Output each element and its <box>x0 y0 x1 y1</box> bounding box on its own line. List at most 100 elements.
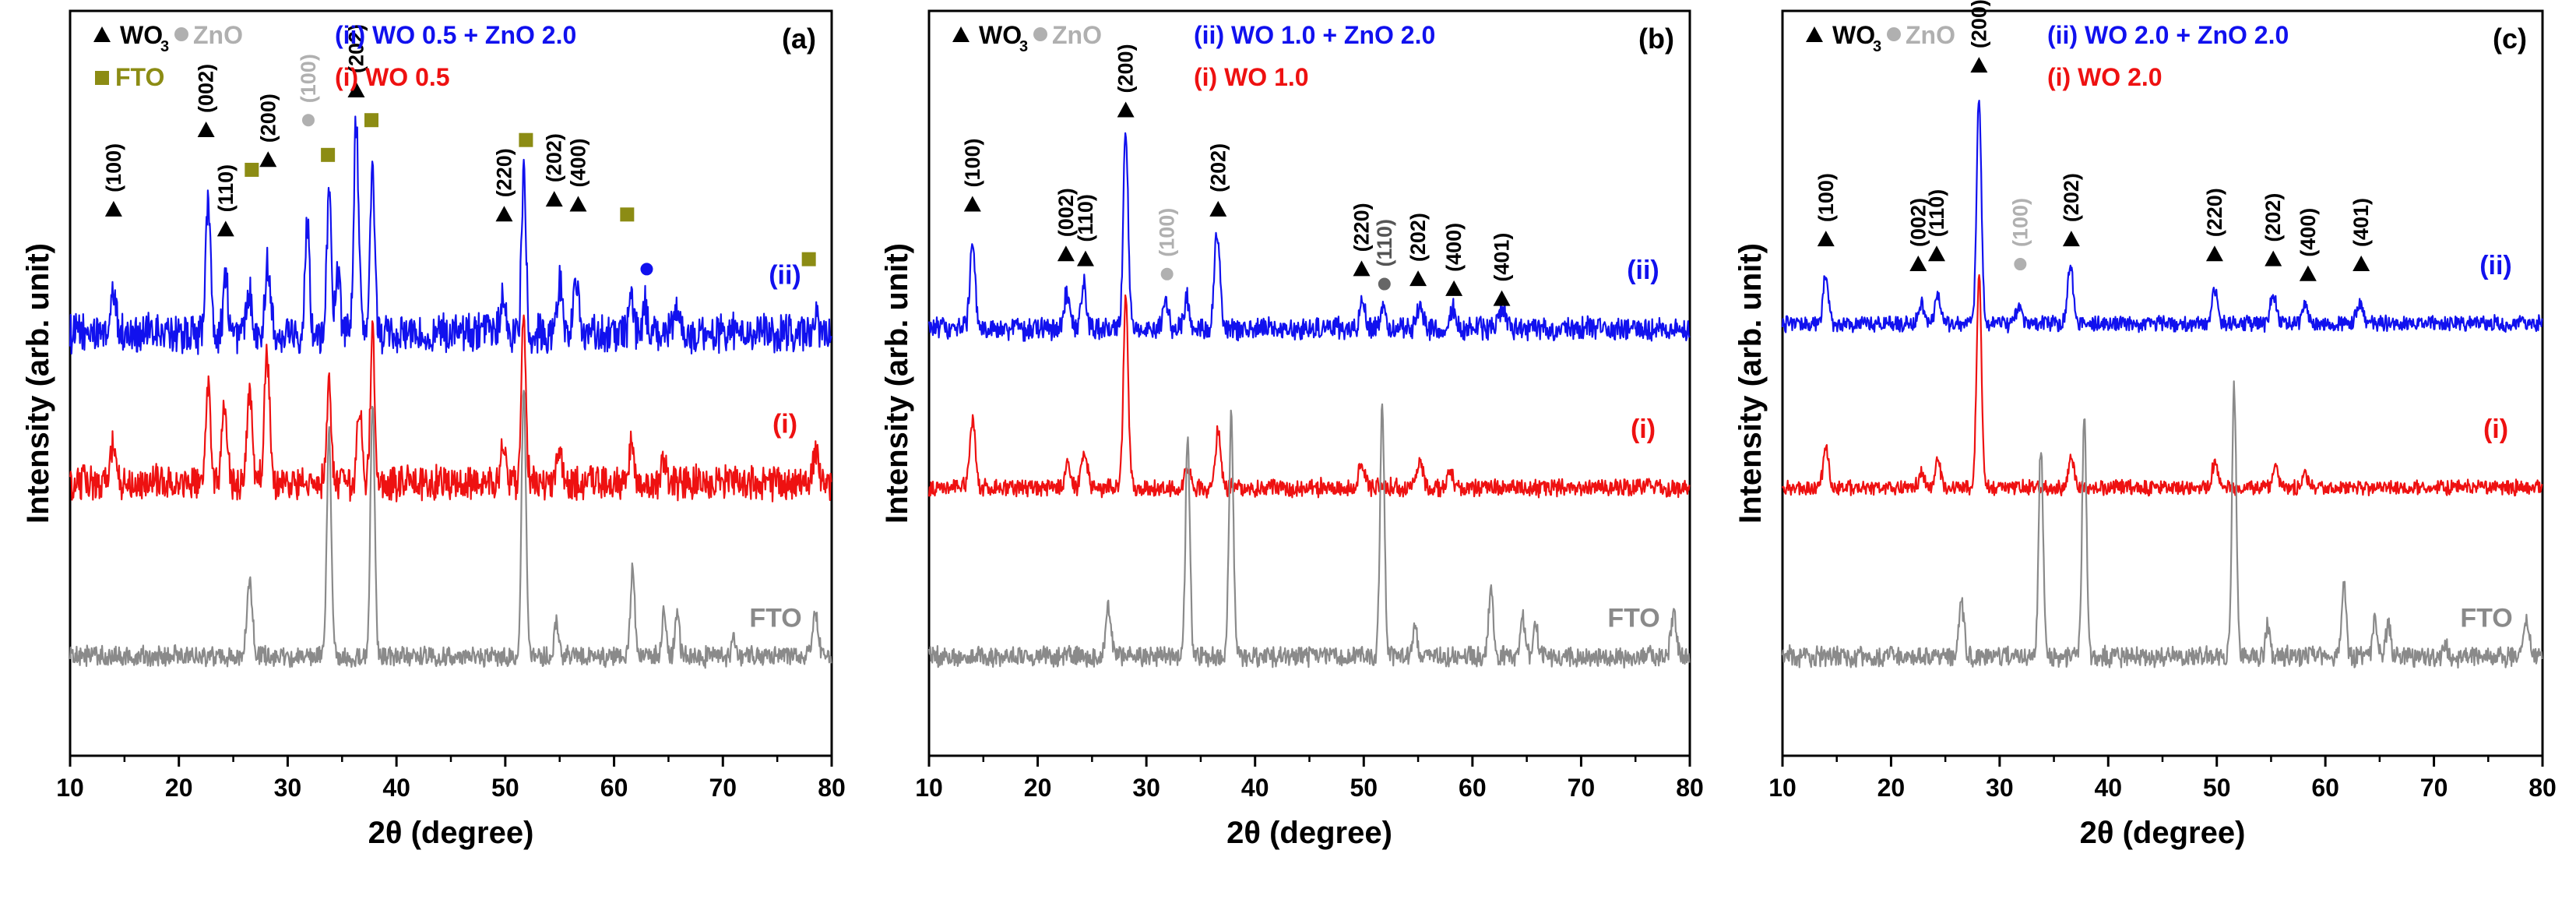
series-line-fto <box>1781 380 2543 669</box>
legend-wo3-subscript: 3 <box>1873 38 1881 55</box>
miller-index-label: (202) <box>344 24 368 73</box>
x-axis-label: 2θ (degree) <box>1226 816 1392 850</box>
x-axis-label: 2θ (degree) <box>2080 816 2246 850</box>
plot-frame <box>1781 9 2544 757</box>
x-tick-label: 70 <box>1568 774 1596 802</box>
x-tick-label: 40 <box>382 774 410 802</box>
wo3-triangle-marker <box>1409 270 1427 287</box>
wo3-triangle-marker <box>2353 256 2370 272</box>
zno-circle-marker <box>1160 267 1174 280</box>
wo3-triangle-marker <box>197 121 215 137</box>
legend-fto-square <box>95 71 109 85</box>
wo3-triangle-marker <box>495 206 513 222</box>
legend: WO3 ZnO FTO (ii) WO 0.5 + ZnO 2.0 (i) WO 0.5 <box>93 21 576 91</box>
x-tick-label: 50 <box>1350 774 1378 802</box>
plot-frame <box>69 9 833 757</box>
miller-index-label: (202) <box>543 133 566 182</box>
series-line-ii <box>69 115 832 355</box>
x-tick-label: 70 <box>709 774 737 802</box>
legend-series-ii: (ii) WO 2.0 + ZnO 2.0 <box>2047 21 2289 49</box>
wo3-triangle-marker <box>1117 101 1135 118</box>
x-tick-label: 20 <box>1024 774 1052 802</box>
miller-index-label: (002) <box>195 64 218 113</box>
miller-index-label: (002) <box>1906 198 1930 247</box>
legend-wo3-triangle <box>952 26 970 42</box>
miller-index-label: (401) <box>2349 198 2373 247</box>
panel-b: 10 20 30 40 50 60 70 80 2θ (degree) Intensity (ar… <box>880 9 1704 850</box>
x-tick-label: 10 <box>915 774 943 802</box>
miller-index-label: (110) <box>1925 189 1948 238</box>
x-tick-label: 20 <box>1877 774 1906 802</box>
legend-zno-circle <box>1033 27 1047 41</box>
miller-index-label: (110) <box>214 164 238 213</box>
y-axis-label: Intensity (arb. unit) <box>21 243 55 524</box>
series-line-ii <box>927 132 1691 342</box>
wo3-triangle-marker <box>1493 290 1511 306</box>
legend-wo3-triangle <box>93 26 111 42</box>
miller-index-label: (220) <box>2203 188 2226 237</box>
wo3-triangle-marker <box>963 196 981 212</box>
fto-square-marker <box>620 207 635 222</box>
fto-square-marker <box>519 132 533 147</box>
legend-zno-circle <box>174 27 188 41</box>
legend: WO3 ZnO (ii) WO 1.0 + ZnO 2.0 (i) WO 1.0 <box>952 21 1435 91</box>
series-label-ii: (ii) <box>769 261 801 291</box>
wo3-triangle-marker <box>2299 265 2317 281</box>
series-line-i <box>927 294 1691 499</box>
series-label-i: (i) <box>1631 414 1656 444</box>
miller-index-label: (202) <box>1206 143 1230 192</box>
legend-zno-label: ZnO <box>1906 21 1955 49</box>
miller-index-label: (200) <box>1114 44 1138 93</box>
miller-index-label: (400) <box>566 139 589 188</box>
x-tick-label: 70 <box>2420 774 2448 802</box>
series-line-ii <box>1781 100 2543 333</box>
wo3-triangle-marker <box>1970 57 1988 73</box>
miller-index-label: (100) <box>961 139 984 188</box>
miller-index-label: (400) <box>1442 223 1466 272</box>
miller-index-label: (100) <box>297 54 320 103</box>
series-label-fto: FTO <box>1607 603 1659 633</box>
wo3-triangle-marker <box>2062 231 2080 247</box>
wo3-triangle-marker <box>347 81 365 97</box>
x-tick-label: 60 <box>600 774 628 802</box>
miller-index-label: (202) <box>2060 173 2083 222</box>
miller-index-label: (100) <box>1156 208 1179 257</box>
zno-circle-marker <box>2014 258 2027 271</box>
series-label-ii: (ii) <box>2479 251 2512 280</box>
miller-index-label: (200) <box>1967 0 1990 48</box>
series-label-ii: (ii) <box>1627 256 1659 285</box>
x-tick-label: 20 <box>165 774 193 802</box>
legend: WO3 ZnO (ii) WO 2.0 + ZnO 2.0 (i) WO 2.0 <box>1806 21 2289 91</box>
miller-index-label: (202) <box>1406 213 1430 262</box>
miller-index-label: (100) <box>102 143 125 192</box>
x-tick-label: 50 <box>491 774 519 802</box>
wo3-triangle-marker <box>216 220 234 237</box>
fto-square-marker <box>245 162 259 177</box>
wo3-triangle-marker <box>1927 245 1945 262</box>
zno-circle-marker <box>301 114 315 127</box>
miller-index-label: (100) <box>1814 173 1838 222</box>
panel-a: 10 20 30 40 50 60 70 80 2θ (degree) Intensity (ar… <box>21 9 846 850</box>
legend-zno-label: ZnO <box>1052 21 1102 49</box>
zno-circle-marker <box>1378 277 1391 291</box>
legend-wo3-triangle <box>1806 26 1823 42</box>
x-tick-label: 80 <box>818 774 846 802</box>
miller-index-label: (220) <box>492 148 516 197</box>
legend-wo3-subscript: 3 <box>160 38 169 55</box>
x-tick-label: 40 <box>1241 774 1269 802</box>
legend-wo3-subscript: 3 <box>1019 38 1028 55</box>
x-tick-label: 60 <box>2311 774 2339 802</box>
legend-zno-label: ZnO <box>193 21 243 49</box>
miller-index-label: (400) <box>2296 208 2320 257</box>
miller-index-label: (220) <box>1350 203 1373 252</box>
legend-wo3-label: WO <box>120 21 163 49</box>
legend-fto-label: FTO <box>115 63 164 91</box>
x-tick-label: 30 <box>1986 774 2014 802</box>
legend-zno-circle <box>1887 27 1901 41</box>
x-tick-label: 40 <box>2094 774 2122 802</box>
y-axis-label: Intensity (arb. unit) <box>1733 243 1768 524</box>
wo3-triangle-marker <box>2265 250 2282 266</box>
miller-index-label: (110) <box>1373 219 1396 267</box>
x-tick-label: 80 <box>2528 774 2557 802</box>
